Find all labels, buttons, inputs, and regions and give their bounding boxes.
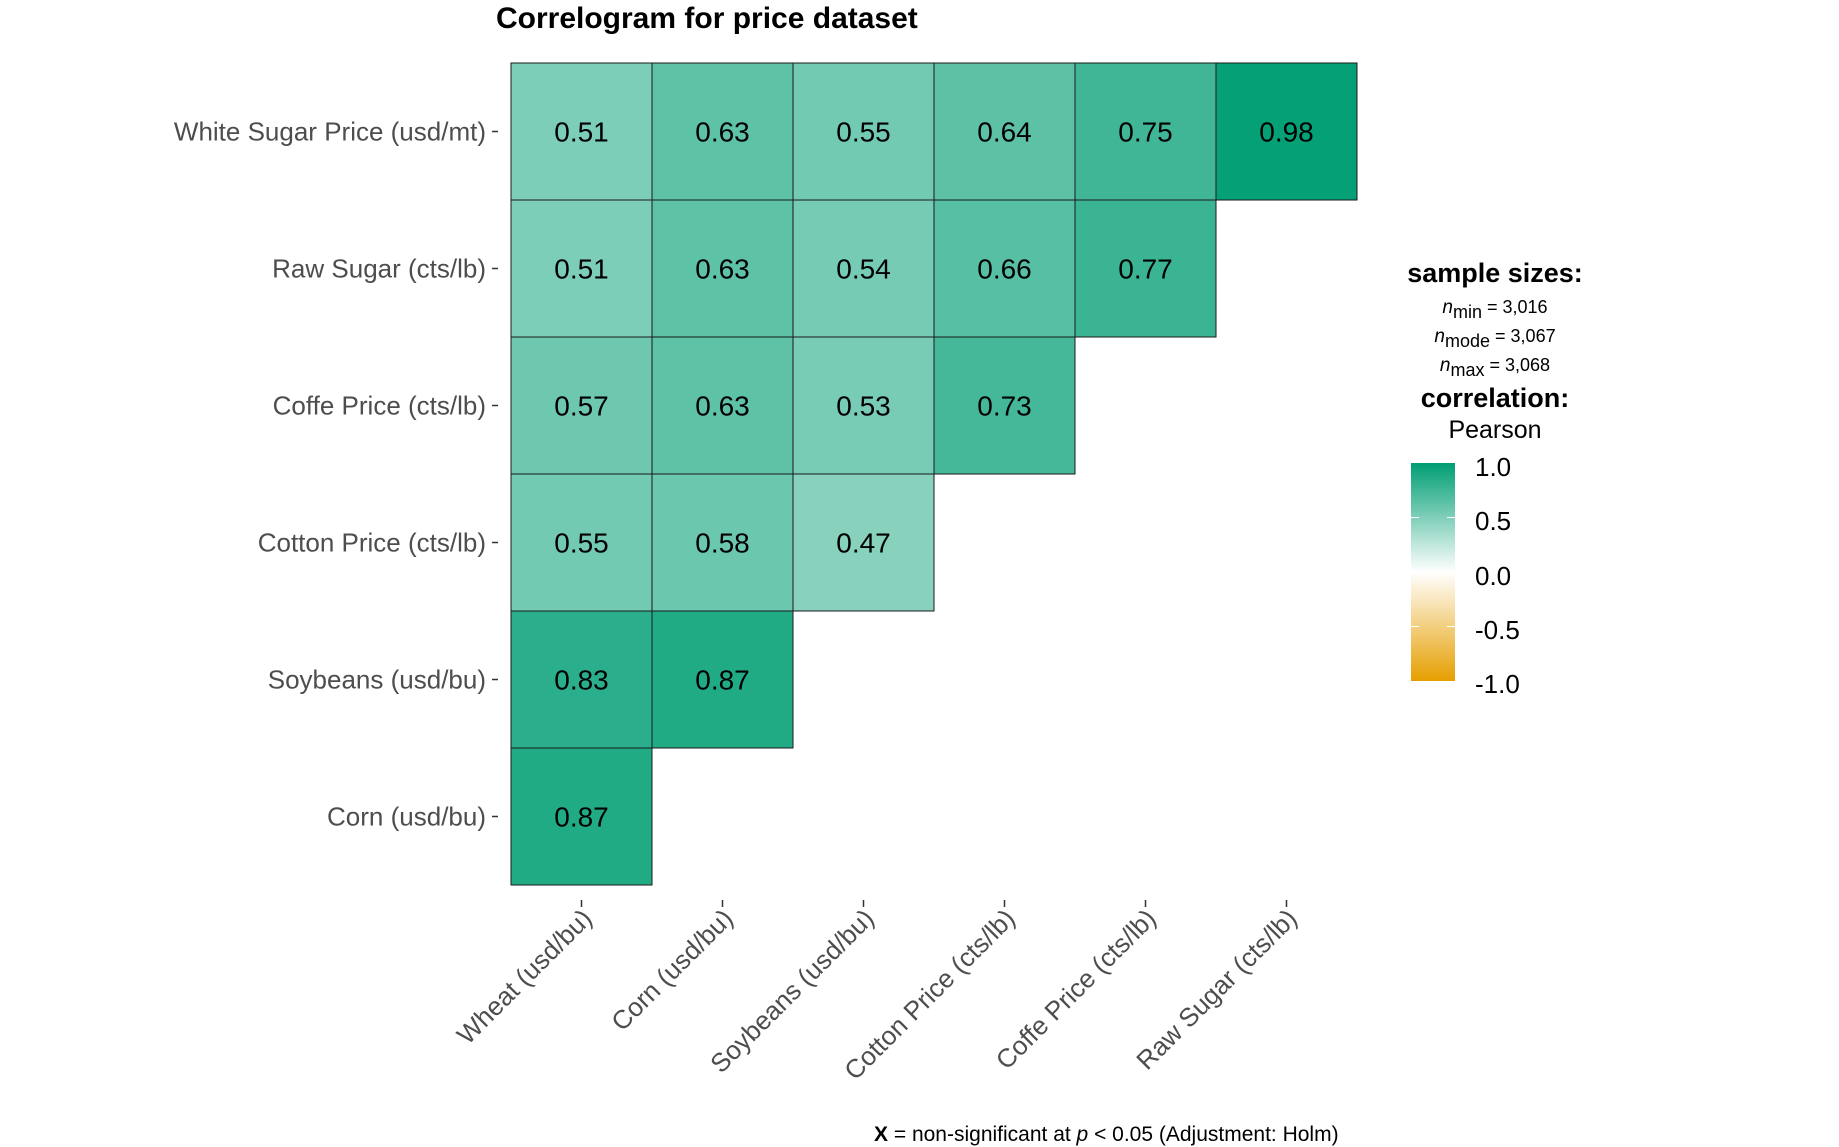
n-min-value: = 3,016 [1487,297,1548,317]
cell-value-label: 0.87 [554,802,609,833]
n-min-label: min [1452,302,1482,322]
colorbar-tickmark [1447,517,1455,518]
chart-title: Correlogram for price dataset [496,2,918,35]
colorbar-tickmark [1411,517,1419,518]
n-symbol: n [1442,297,1453,318]
x-axis: Wheat (usd/bu) Corn (usd/bu)Soybeans (usd… [451,900,1303,1086]
heatmap-cell [1215,62,1358,201]
n-symbol: n [1439,355,1451,376]
correlation-title: correlation: [1420,383,1570,413]
cell-value-label: 0.63 [695,117,750,148]
cell-value-label: 0.63 [695,391,750,422]
heatmap-cell [792,336,935,475]
colorbar-tickmark [1411,572,1419,573]
cell-value-label: 0.77 [1118,254,1173,285]
correlation-method: Pearson [1448,416,1542,444]
labels-layer: 0.51 0.63 0.55 0.64 0.75 0.98 0.51 0.63 0.54 0.66… [554,117,1314,833]
cell-value-label: 0.51 [554,254,609,285]
n-max-line: nmax = 3,068 [1390,353,1600,382]
heatmap-cell [510,199,653,338]
y-tick-label: White Sugar Price (usd/mt) [174,117,486,147]
heatmap-cell [792,62,935,201]
colorbar-tick-label: -1.0 [1475,669,1520,699]
caption-rest: < 0.05 (Adjustment: Holm) [1088,1123,1339,1146]
sample-sizes-title: sample sizes: [1407,258,1583,288]
cell-value-label: 0.54 [836,254,891,285]
colorbar-tickmark [1447,572,1455,573]
cell-value-label: 0.57 [554,391,609,422]
heatmap-cell [792,473,935,612]
cell-value-label: 0.87 [695,665,750,696]
cell-value-label: 0.53 [836,391,891,422]
cell-value-label: 0.98 [1259,117,1314,148]
colorbar-tickmark [1447,626,1455,627]
heatmap-cell [792,199,935,338]
heatmap-cell [510,610,653,749]
n-max-value: = 3,068 [1489,355,1551,375]
heatmap-cell [651,473,794,612]
heatmap-cell [651,610,794,749]
n-mode-value: = 3,067 [1495,326,1556,346]
caption-p: p [1076,1123,1089,1146]
cell-value-label: 0.64 [977,117,1032,148]
n-min-line: nmin = 3,016 [1390,295,1600,324]
colorbar-tick-label: 0.5 [1475,506,1512,536]
colorbar-tick-label: -0.5 [1475,615,1520,645]
cell-value-label: 0.63 [695,254,750,285]
heatmap-cell [651,199,794,338]
n-mode-line: nmode = 3,067 [1390,324,1600,353]
cell-value-label: 0.58 [695,528,750,559]
heatmap-cell [510,336,653,475]
cell-value-label: 0.47 [836,528,891,559]
y-axis: White Sugar Price (usd/mt) Raw Sugar (cts… [174,117,498,832]
cell-value-label: 0.73 [977,391,1032,422]
heatmap-cell [510,473,653,612]
y-tick-label: Raw Sugar (cts/lb) [272,254,486,284]
heatmap-cell [933,199,1076,338]
colorbar-tickmark [1411,626,1419,627]
x-tick-label: Corn (usd/bu) [605,903,739,1037]
heatmap-cell [510,747,653,886]
cell-value-label: 0.75 [1118,117,1173,148]
colorbar-tick-label: 0.0 [1475,561,1512,591]
cells-layer [510,62,1358,886]
n-symbol: n [1434,326,1445,347]
heatmap-cell [933,62,1076,201]
cell-value-label: 0.55 [554,528,609,559]
cell-value-label: 0.83 [554,665,609,696]
caption-text: = non-significant at [888,1123,1077,1146]
n-max-label: max [1450,360,1485,380]
n-mode-label: mode [1444,331,1491,351]
cell-value-label: 0.66 [977,254,1032,285]
heatmap-cell [1074,199,1217,338]
sample-sizes-list: nmin = 3,016 nmode = 3,067 nmax = 3,068 [1390,295,1600,382]
y-tick-label: Corn (usd/bu) [327,802,486,832]
y-tick-label: Coffe Price (cts/lb) [273,391,486,421]
cell-value-label: 0.55 [836,117,891,148]
y-tick-label: Soybeans (usd/bu) [268,665,486,695]
x-tick-label: Wheat (usd/bu) [451,903,598,1050]
heatmap-cell [933,336,1076,475]
cell-value-label: 0.51 [554,117,609,148]
heatmap-cell [651,336,794,475]
y-tick-label: Cotton Price (cts/lb) [258,528,486,558]
heatmap-cell [510,62,653,201]
colorbar-tick-label: 1.0 [1475,452,1512,482]
caption-x-mark: X [874,1123,889,1146]
significance-caption: X = non-significant at p < 0.05 (Adjustm… [874,1123,1339,1147]
heatmap-cell [651,62,794,201]
